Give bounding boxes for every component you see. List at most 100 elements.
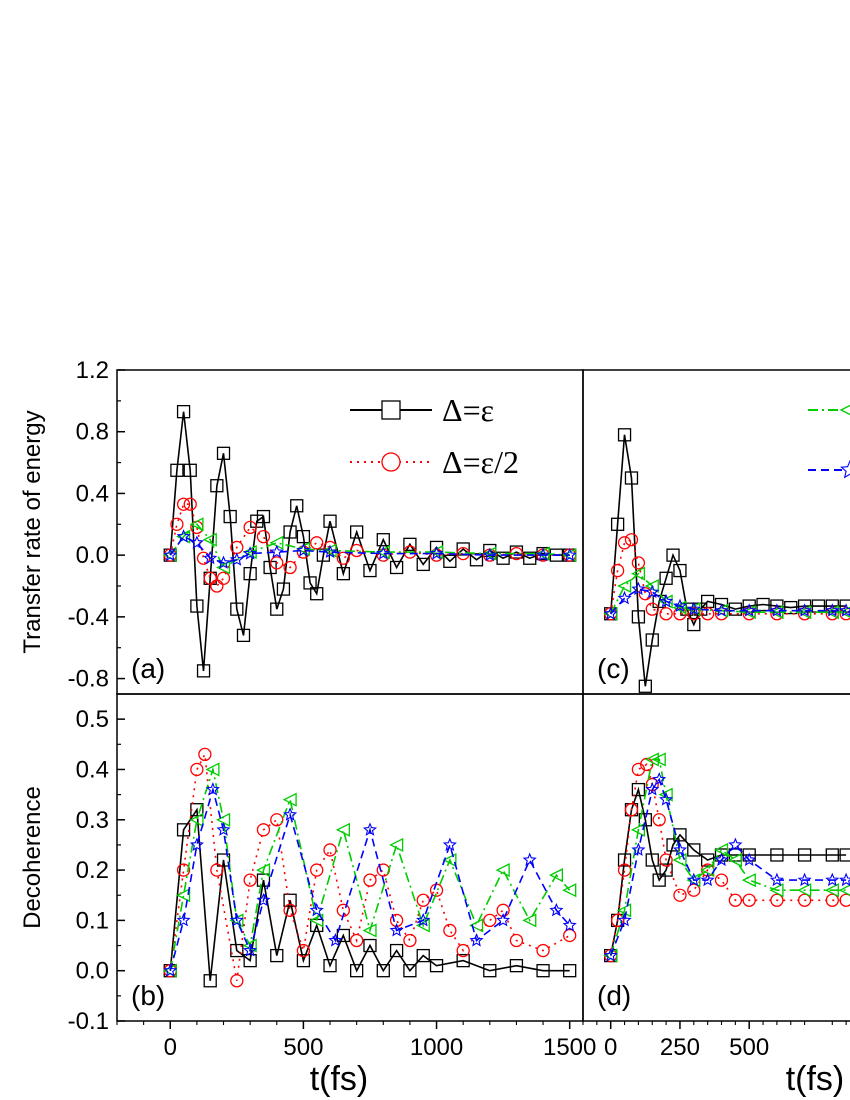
data-point-b-1-19 (416, 893, 430, 907)
ytick-label-a-0: 1.2 (76, 357, 109, 384)
data-point-c-2-9 (769, 605, 784, 620)
data-point-a-0-8 (216, 446, 231, 460)
data-point-b-3-16 (496, 912, 511, 927)
data-point-d-2-11 (741, 873, 756, 888)
data-point-a-0-22 (310, 587, 324, 601)
data-point-d-2-6 (672, 852, 687, 868)
data-point-b-2-1 (176, 888, 191, 903)
data-point-a-0-29 (389, 560, 404, 575)
data-point-b-1-4 (210, 863, 224, 877)
data-point-d-0-8 (659, 863, 673, 877)
data-point-b-2-19 (562, 883, 577, 898)
data-point-a-2-3 (202, 532, 217, 547)
legend-label-a-0: Δ=ε (442, 392, 494, 428)
data-point-b-0-20 (429, 959, 444, 973)
data-point-b-0-10 (296, 953, 311, 968)
data-point-b-2-3 (205, 762, 220, 777)
data-point-b-2-15 (469, 918, 484, 933)
xtick-label-d-1: 250 (660, 1034, 700, 1061)
data-point-b-2-16 (495, 863, 510, 878)
data-point-a-3-14 (562, 547, 577, 562)
data-point-d-0-16 (770, 848, 784, 862)
ytick-label-b-4: 0.1 (76, 907, 109, 934)
legend-marker-a-1 (381, 452, 401, 472)
data-point-c-1-7 (659, 607, 673, 621)
data-point-a-0-5 (196, 664, 211, 678)
data-point-d-0-2 (617, 853, 632, 867)
data-point-a-0-21 (303, 576, 317, 590)
data-point-a-0-1 (170, 463, 184, 477)
data-point-b-3-1 (176, 912, 191, 927)
data-point-c-2-10 (797, 605, 812, 620)
data-point-b-0-16 (376, 964, 390, 978)
data-point-d-3-2 (631, 842, 646, 856)
data-point-b-1-12 (323, 843, 337, 857)
data-point-a-1-11 (256, 529, 271, 544)
data-point-b-3-7 (256, 892, 271, 907)
data-point-c-0-16 (728, 602, 742, 616)
legend-label-a-1: Δ=ε/2 (442, 444, 519, 480)
data-point-b-0-21 (456, 953, 470, 968)
data-point-a-0-37 (496, 551, 510, 565)
data-point-d-3-5 (659, 792, 674, 806)
data-point-b-2-12 (389, 837, 404, 852)
data-point-b-1-18 (403, 933, 417, 948)
data-point-c-2-5 (672, 600, 687, 615)
data-point-d-0-17 (797, 848, 812, 862)
data-point-d-3-8 (700, 872, 715, 887)
data-point-d-1-17 (825, 893, 839, 907)
data-point-d-0-6 (645, 853, 659, 867)
data-point-c-3-2 (631, 581, 646, 596)
data-point-a-3-5 (229, 552, 244, 566)
data-point-a-1-12 (270, 556, 284, 570)
data-point-b-2-7 (256, 863, 271, 878)
data-point-c-2-11 (824, 605, 839, 620)
data-point-c-1-5 (638, 587, 652, 601)
data-point-b-3-11 (362, 822, 378, 836)
data-point-d-0-19 (839, 848, 850, 862)
data-point-d-1-13 (728, 893, 742, 907)
data-point-b-3-9 (309, 902, 324, 917)
panel-c-frame (582, 369, 850, 695)
data-point-d-0-18 (825, 848, 839, 862)
data-point-c-3-6 (686, 601, 701, 616)
data-point-b-0-22 (483, 964, 497, 978)
xlabel-d: t(fs) (786, 1060, 845, 1098)
data-point-a-0-18 (283, 525, 297, 539)
data-point-b-0-8 (270, 948, 284, 963)
series-line-c-2 (609, 572, 847, 615)
legend-marker-c-0 (839, 404, 850, 416)
data-point-a-3-6 (243, 546, 258, 560)
data-point-c-0-9 (666, 548, 680, 562)
ytick-label-b-1: 0.4 (76, 756, 109, 783)
data-point-d-1-12 (714, 873, 729, 887)
data-point-b-1-6 (243, 873, 257, 887)
data-point-b-2-8 (282, 792, 297, 807)
data-point-d-0-5 (638, 813, 652, 827)
data-point-c-2-3 (644, 578, 659, 594)
data-point-b-1-27 (563, 928, 577, 943)
data-point-c-3-4 (659, 593, 674, 608)
data-point-a-1-6 (203, 571, 217, 585)
panel-label-c: (c) (597, 653, 630, 684)
series-line-b-3 (169, 786, 571, 971)
data-point-c-0-18 (756, 597, 770, 612)
data-point-c-3-10 (797, 603, 812, 617)
data-point-c-0-2 (617, 428, 632, 442)
data-point-c-1-2 (617, 536, 632, 550)
ytick-label-a-3: 0.0 (76, 542, 109, 569)
data-point-c-3-0 (603, 606, 618, 620)
data-point-b-1-22 (456, 943, 470, 958)
data-point-a-3-13 (536, 547, 551, 562)
data-point-a-3-7 (269, 544, 284, 559)
data-point-a-3-2 (189, 535, 204, 549)
data-point-c-3-5 (672, 598, 688, 613)
data-point-d-1-1 (610, 913, 625, 928)
data-point-b-1-24 (496, 903, 510, 917)
data-point-c-0-5 (638, 679, 652, 693)
data-point-b-1-21 (443, 923, 457, 938)
data-point-d-1-15 (770, 893, 784, 907)
data-point-c-3-11 (825, 603, 840, 617)
xtick-label-b-3: 1500 (543, 1034, 596, 1061)
data-point-b-0-5 (230, 943, 244, 958)
